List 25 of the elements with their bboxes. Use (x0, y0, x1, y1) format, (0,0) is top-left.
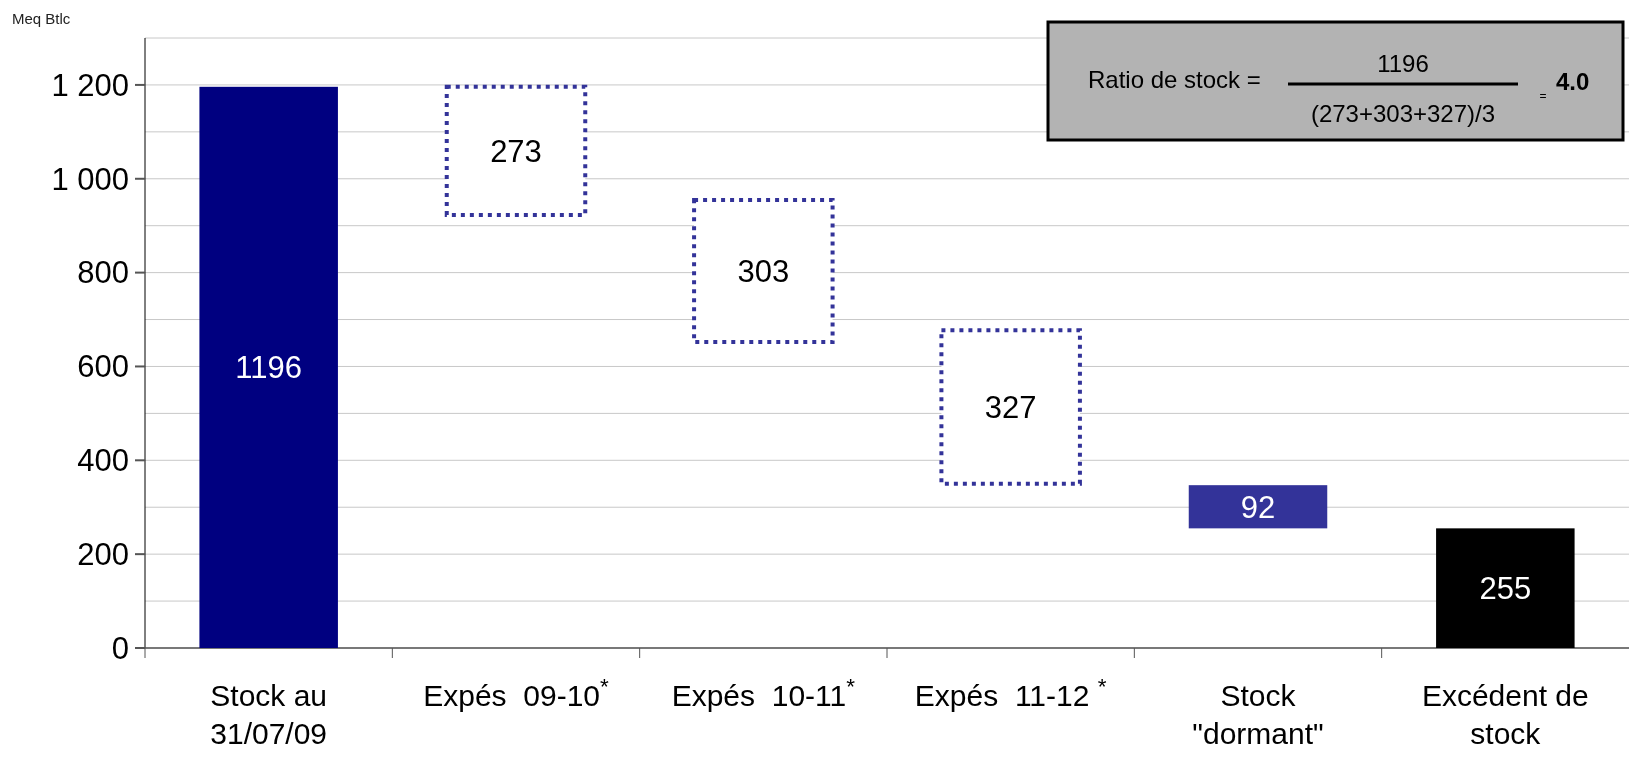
y-tick-label: 0 (111, 630, 129, 666)
y-tick-label: 1 000 (51, 161, 129, 197)
y-tick-label: 1 200 (51, 67, 129, 103)
x-tick-label: Expés 09-10$^{*}$ (423, 673, 610, 712)
y-tick-label: 800 (77, 255, 129, 291)
x-tick-label: Stock "dormant" (1192, 679, 1324, 750)
x-tick-label: Excédent de stock (1421, 679, 1589, 750)
x-tick-label: Expés 11-12 $^{*}$ (914, 673, 1107, 712)
annotation: (273+303+327)/3 (1310, 100, 1496, 127)
x-tick-label: Expés 10-11$^{*}$ (671, 673, 856, 712)
x-tick-label: Stock au 31/07/09 (210, 679, 328, 750)
y-axis-title: Meq Btlc (12, 10, 71, 27)
annotation: Ratio de stock = (1088, 66, 1261, 93)
y-tick-label: 400 (77, 443, 129, 479)
data-label: 92 (1240, 489, 1276, 525)
y-tick-label: 600 (77, 349, 129, 385)
data-label: 303 (737, 253, 790, 289)
annotation: 4.0 (1556, 68, 1590, 95)
annotation: 1196 (1377, 50, 1429, 77)
annotation: = (1539, 89, 1547, 103)
data-label: 1196 (235, 350, 302, 386)
y-tick-label: 200 (77, 537, 129, 572)
data-label: 327 (984, 389, 1037, 425)
data-label: 273 (490, 133, 542, 169)
data-label: 255 (1479, 571, 1532, 607)
